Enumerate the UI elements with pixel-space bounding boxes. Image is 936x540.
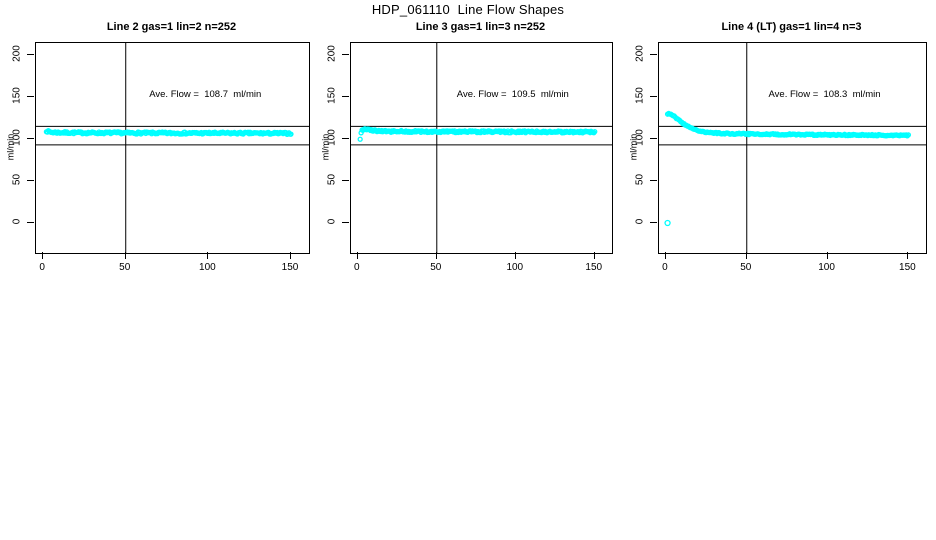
x-tick <box>289 252 291 259</box>
data-point <box>357 136 363 142</box>
plot-area: Ave. Flow = 108.3 ml/min <box>658 42 927 254</box>
y-tick-label: 200 <box>634 45 646 62</box>
x-tick <box>745 252 747 259</box>
reference-lines <box>351 43 612 253</box>
y-tick-label: 150 <box>326 87 338 104</box>
x-tick <box>435 252 437 259</box>
y-tick <box>27 221 34 223</box>
y-tick-label: 200 <box>326 45 338 62</box>
y-tick-label: 50 <box>11 173 23 186</box>
x-tick-label: 50 <box>119 262 131 273</box>
y-tick-label: 50 <box>326 173 338 186</box>
y-tick-label: 150 <box>634 87 646 104</box>
y-tick <box>650 137 657 139</box>
x-tick-label: 150 <box>585 262 603 273</box>
y-tick-label: 200 <box>11 45 23 62</box>
x-tick <box>124 252 126 259</box>
y-tick <box>27 137 34 139</box>
plot-area: Ave. Flow = 109.5 ml/min <box>350 42 613 254</box>
data-points <box>357 126 598 142</box>
x-tick <box>207 252 209 259</box>
y-tick-label: 150 <box>11 87 23 104</box>
y-tick <box>650 221 657 223</box>
data-point <box>288 131 294 137</box>
figure-title: HDP_061110 Line Flow Shapes <box>371 2 565 17</box>
reference-lines <box>659 43 926 253</box>
x-tick <box>593 252 595 259</box>
scatter-plot <box>36 43 309 253</box>
y-tick <box>27 95 34 97</box>
panel-title: Line 2 gas=1 lin=2 n=252 <box>106 21 237 33</box>
y-tick <box>342 179 349 181</box>
reference-lines <box>36 43 309 253</box>
y-tick <box>650 95 657 97</box>
x-tick-label: 150 <box>899 262 916 273</box>
y-tick <box>342 95 349 97</box>
y-tick-label: 0 <box>326 218 338 225</box>
outlier-point <box>664 219 671 227</box>
y-tick-label: 0 <box>11 218 23 225</box>
panel-title: Line 3 gas=1 lin=3 n=252 <box>415 21 546 33</box>
x-tick-label: 50 <box>740 262 752 273</box>
y-tick-label: 100 <box>11 129 23 146</box>
panel-line3: Line 3 gas=1 lin=3 n=252 ml/min Ave. Flo… <box>320 21 613 273</box>
y-tick <box>342 53 349 55</box>
x-tick <box>907 252 909 259</box>
y-tick-label: 100 <box>326 129 338 146</box>
ave-flow-annotation: Ave. Flow = 108.3 ml/min <box>768 89 881 100</box>
x-tick-label: 0 <box>354 262 360 273</box>
plot-area: Ave. Flow = 108.7 ml/min <box>35 42 310 254</box>
panel-title: Line 4 (LT) gas=1 lin=4 n=3 <box>721 21 862 33</box>
data-point <box>592 129 598 135</box>
ave-flow-annotation: Ave. Flow = 109.5 ml/min <box>456 89 569 100</box>
x-tick <box>826 252 828 259</box>
ave-flow-annotation: Ave. Flow = 108.7 ml/min <box>149 89 262 100</box>
x-tick-label: 100 <box>506 262 524 273</box>
y-tick-label: 50 <box>634 173 646 186</box>
x-tick <box>514 252 516 259</box>
x-tick-label: 0 <box>662 262 668 273</box>
y-tick-label: 100 <box>634 129 646 146</box>
x-tick-label: 150 <box>281 262 299 273</box>
y-tick <box>342 137 349 139</box>
x-tick <box>664 252 666 259</box>
x-tick-label: 0 <box>39 262 45 273</box>
y-tick <box>27 179 34 181</box>
y-tick <box>342 221 349 223</box>
panel-line4: Line 4 (LT) gas=1 lin=4 n=3 ml/min Ave. … <box>628 21 927 273</box>
data-points <box>43 128 294 137</box>
y-tick-label: 0 <box>634 218 646 225</box>
y-tick <box>650 53 657 55</box>
data-points <box>664 110 912 227</box>
scatter-plot <box>659 43 926 253</box>
panel-line2: Line 2 gas=1 lin=2 n=252 ml/min Ave. Flo… <box>5 21 310 273</box>
scatter-plot <box>351 43 612 253</box>
x-tick-label: 100 <box>199 262 216 273</box>
data-point <box>905 132 912 138</box>
x-tick-label: 50 <box>430 262 442 273</box>
x-tick <box>356 252 358 259</box>
x-tick-label: 100 <box>818 262 835 273</box>
y-tick <box>650 179 657 181</box>
x-tick <box>42 252 44 259</box>
y-tick <box>27 53 34 55</box>
